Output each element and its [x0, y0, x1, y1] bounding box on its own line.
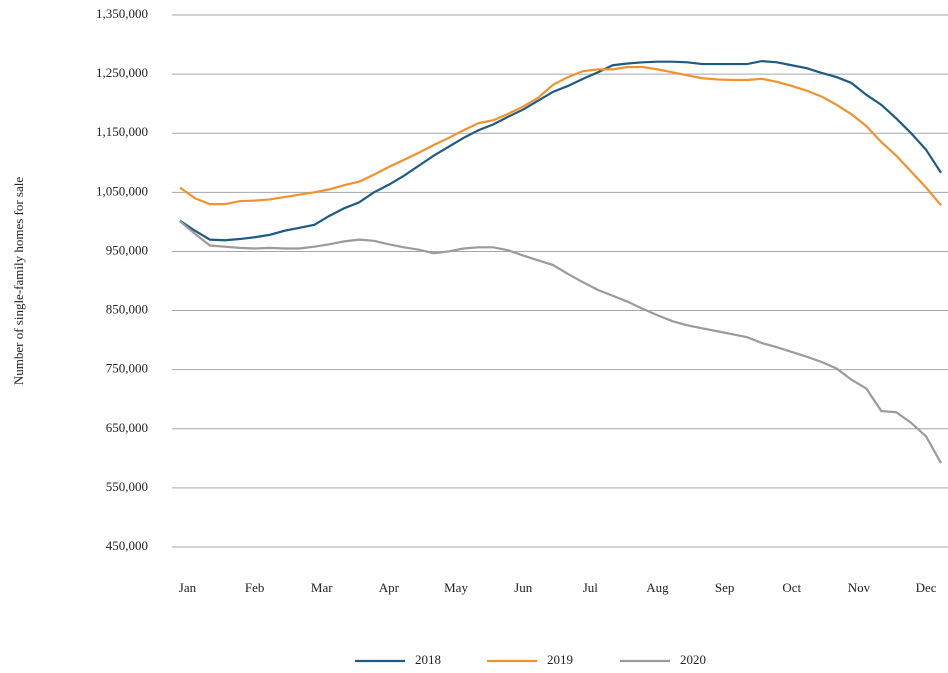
legend-label: 2019 [547, 652, 573, 667]
y-tick-label: 650,000 [106, 420, 148, 435]
x-tick-label: Jan [179, 580, 197, 595]
y-tick-label: 450,000 [106, 538, 148, 553]
y-tick-label: 1,150,000 [96, 124, 148, 139]
x-tick-label: Nov [848, 580, 871, 595]
x-tick-label: Jul [583, 580, 599, 595]
y-tick-label: 550,000 [106, 479, 148, 494]
x-tick-label: Mar [311, 580, 333, 595]
y-tick-label: 1,050,000 [96, 183, 148, 198]
series-line [179, 220, 942, 464]
y-tick-label: 750,000 [106, 361, 148, 376]
x-tick-label: Dec [916, 580, 937, 595]
y-tick-label: 1,350,000 [96, 6, 148, 21]
y-tick-label: 950,000 [106, 242, 148, 257]
x-tick-label: Feb [245, 580, 265, 595]
y-axis-label: Number of single-family homes for sale [11, 177, 26, 386]
x-tick-label: May [444, 580, 468, 595]
y-tick-label: 850,000 [106, 302, 148, 317]
x-tick-label: Sep [715, 580, 735, 595]
legend-label: 2020 [680, 652, 706, 667]
x-tick-label: Oct [782, 580, 801, 595]
x-tick-label: Apr [379, 580, 400, 595]
series-line [179, 65, 942, 207]
series-line [179, 59, 942, 242]
x-tick-label: Jun [514, 580, 533, 595]
y-tick-label: 1,250,000 [96, 65, 148, 80]
x-tick-label: Aug [646, 580, 669, 595]
legend-label: 2018 [415, 652, 441, 667]
